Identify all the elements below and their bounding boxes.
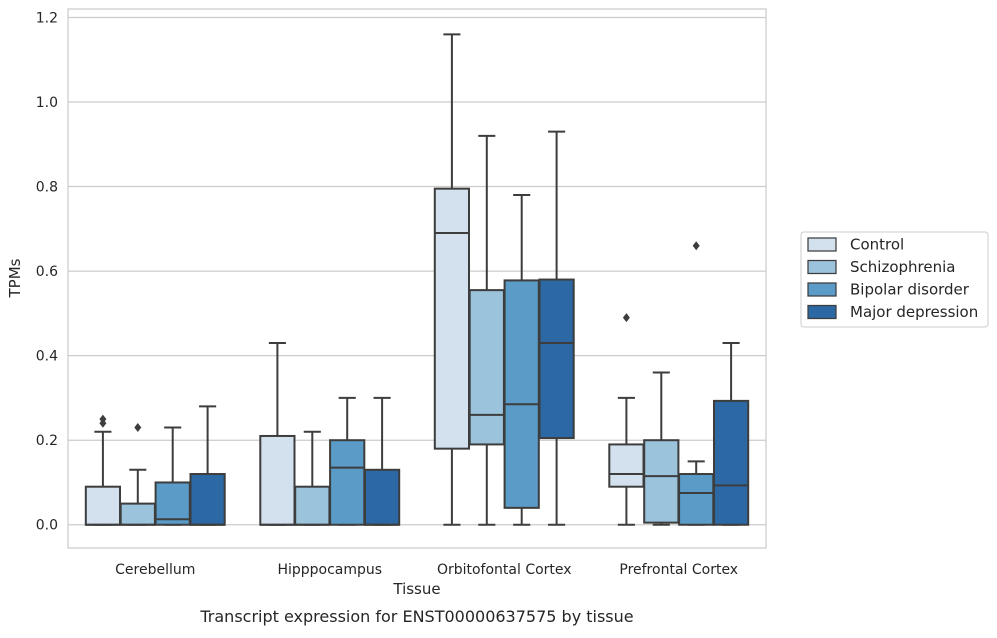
legend-swatch: [807, 282, 837, 297]
box: [468, 289, 505, 446]
y-tick-label: 0.0: [36, 518, 58, 534]
box-plot-marks: [84, 33, 750, 526]
box: [643, 439, 680, 524]
legend-swatch: [807, 304, 837, 320]
box: [259, 434, 296, 526]
y-tick-label: 0.6: [36, 264, 58, 280]
y-tick-label: 1.0: [36, 95, 58, 111]
y-tick-label: 1.2: [36, 10, 58, 26]
box: [189, 473, 226, 526]
box: [363, 468, 401, 526]
box: [608, 443, 645, 488]
figure-caption: Transcript expression for ENST0000063757…: [199, 607, 633, 626]
y-tick-labels: 0.0 0.2 0.4 0.6 0.8 1.0 1.2: [36, 10, 58, 533]
gridlines: [68, 16, 766, 526]
box: [119, 502, 156, 526]
y-tick-label: 0.4: [36, 349, 58, 365]
legend-label: Control: [850, 236, 904, 254]
x-tick-label: Cerebellum: [115, 562, 195, 578]
x-tick-label: Hipppocampus: [277, 562, 382, 578]
outlier-point: [99, 414, 107, 424]
legend-label: Bipolar disorder: [850, 281, 970, 299]
box: [712, 399, 750, 526]
box: [538, 278, 575, 440]
legend-swatch: [807, 237, 837, 252]
y-tick-label: 0.8: [36, 180, 58, 196]
x-axis-title: Tissue: [392, 580, 440, 598]
box: [84, 485, 122, 526]
x-tick-labels: Cerebellum Hipppocampus Orbitofontal Corte…: [115, 562, 738, 578]
legend-frame: [800, 231, 989, 328]
legend-swatch: [807, 259, 837, 275]
y-tick-label: 0.2: [36, 433, 58, 449]
plot-frame: [67, 8, 767, 549]
legend-label: Schizophrenia: [850, 258, 955, 276]
x-tick-label: Orbitofontal Cortex: [437, 562, 572, 578]
outlier-point: [622, 313, 630, 323]
legend-label: Major depression: [850, 303, 978, 321]
box: [678, 473, 715, 526]
outlier-point: [134, 423, 142, 433]
legend: Control Schizophrenia Bipolar disorder Majo…: [800, 231, 989, 328]
y-axis-title: TPMs: [6, 258, 24, 298]
box: [503, 279, 540, 509]
x-tick-label: Prefrontal Cortex: [619, 562, 738, 578]
box: [294, 485, 331, 526]
box: [329, 439, 366, 526]
box: [433, 187, 471, 450]
outlier-point: [692, 241, 700, 251]
